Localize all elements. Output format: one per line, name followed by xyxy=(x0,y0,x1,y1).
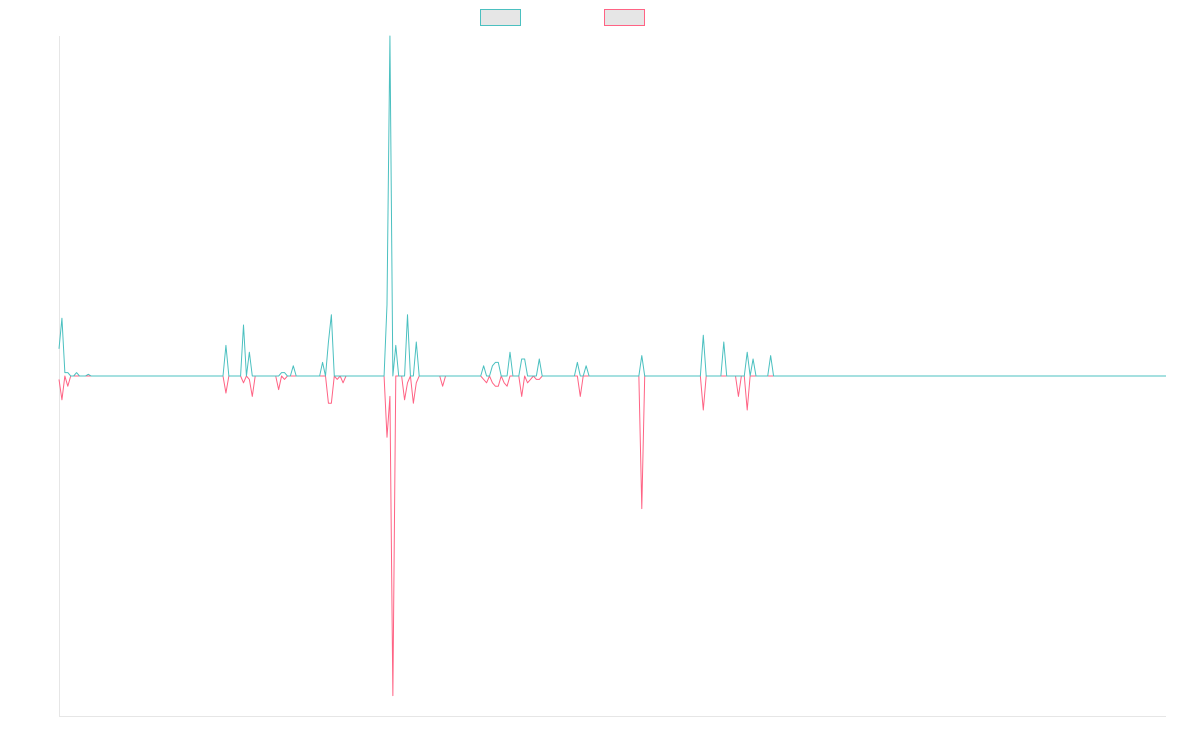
legend-swatch-2 xyxy=(604,9,645,26)
plot-area xyxy=(58,35,1166,717)
series-line-1 xyxy=(58,35,1166,377)
legend-swatch-1 xyxy=(480,9,521,26)
chart-legend xyxy=(480,9,645,26)
series-line-2 xyxy=(58,375,1166,697)
legend-item-2[interactable] xyxy=(604,9,645,26)
legend-item-1[interactable] xyxy=(480,9,521,26)
series-layer xyxy=(58,35,1166,697)
